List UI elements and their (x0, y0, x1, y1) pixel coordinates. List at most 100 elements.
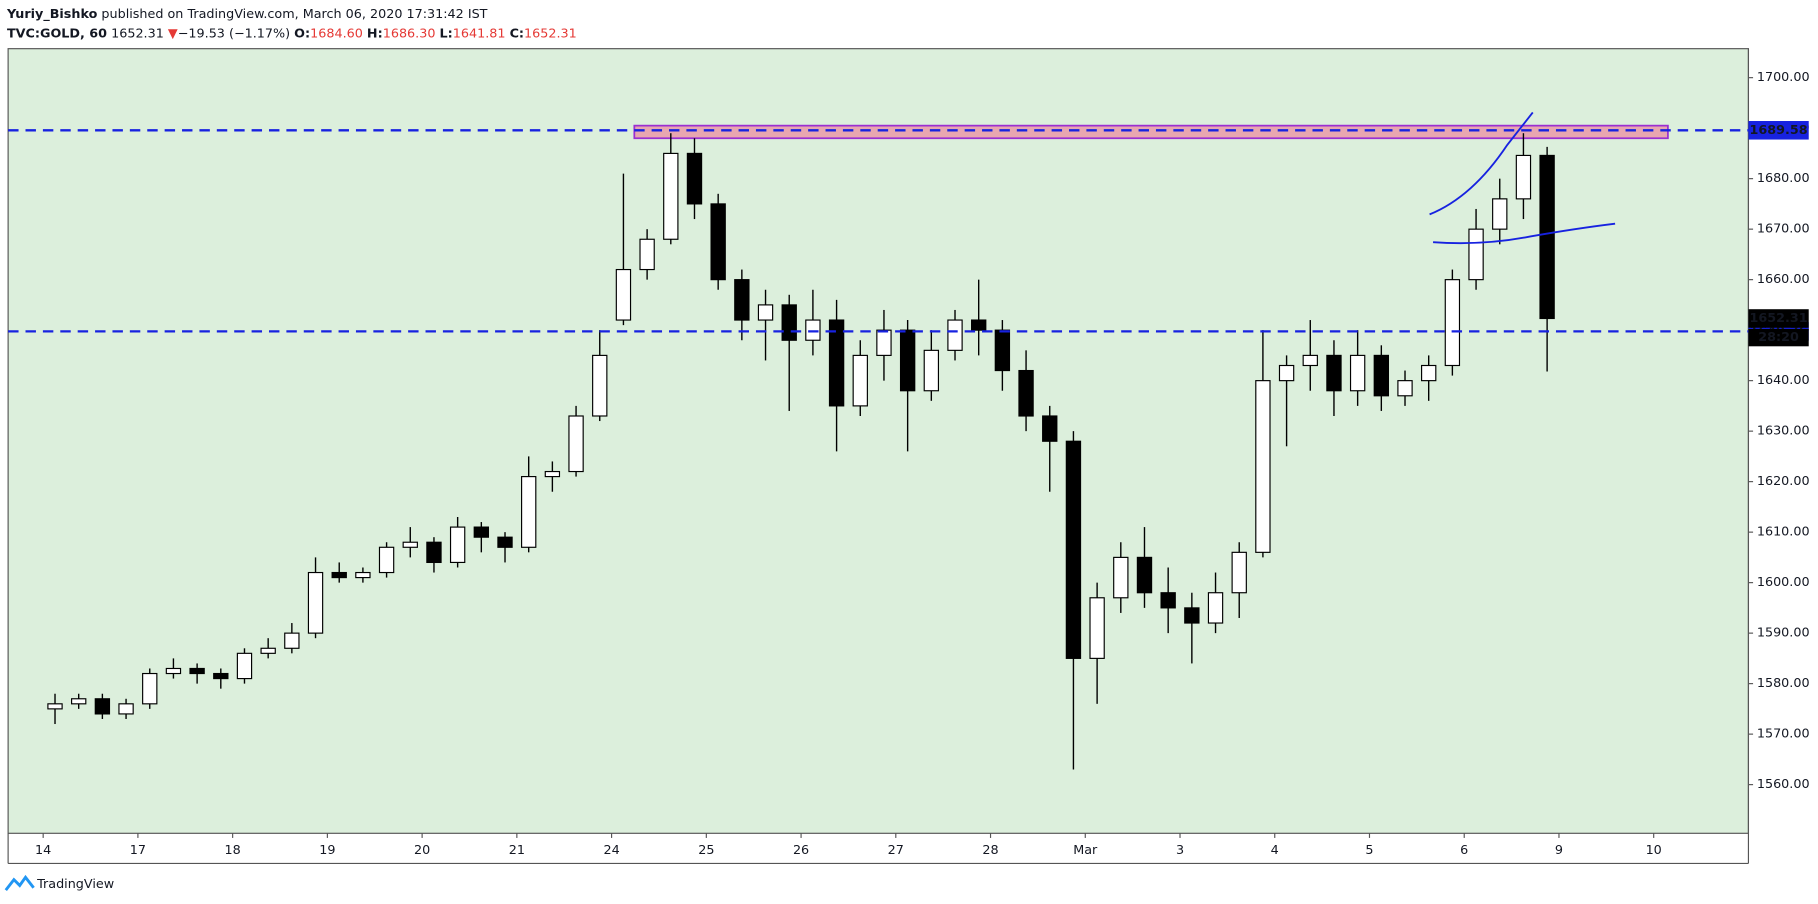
candle-body (1492, 198, 1508, 230)
y-tick-label: 1560.00 (1757, 777, 1810, 792)
y-tick-label: 1590.00 (1757, 626, 1810, 641)
y-tick-label: 1670.00 (1757, 222, 1810, 237)
candle-body (165, 667, 182, 675)
candle-body (1089, 597, 1105, 659)
y-tick-label: 1600.00 (1757, 575, 1810, 590)
candle-body (1255, 380, 1271, 553)
candle-body (1065, 440, 1082, 659)
x-tick-label: 27 (888, 843, 904, 858)
x-tick-label: Mar (1073, 843, 1098, 858)
candle-body (521, 476, 537, 548)
candle-body (734, 279, 750, 321)
candle-body (1421, 364, 1437, 382)
y-tick-label: 1640.00 (1757, 373, 1810, 388)
x-tick-label: 24 (603, 843, 619, 858)
candle-body (568, 415, 584, 473)
l-key: L: (440, 26, 453, 41)
candle-body (284, 632, 300, 649)
resistance-zone (633, 124, 1669, 140)
candle-body (1207, 592, 1224, 624)
y-tick-label: 1660.00 (1757, 272, 1810, 287)
y-tick-label: 1570.00 (1757, 727, 1810, 742)
candle-body (947, 319, 963, 351)
candle-body (1349, 354, 1366, 392)
candle-body (1302, 354, 1318, 367)
candle-body (260, 647, 276, 654)
arrow: ▼ (168, 26, 178, 41)
candle-body (1515, 154, 1532, 200)
x-tick-label: 20 (414, 843, 430, 858)
candle-body (355, 571, 371, 579)
candle-body (1136, 556, 1153, 594)
x-tick-label: 18 (225, 843, 241, 858)
level-label: 1689.58 (1750, 123, 1808, 138)
x-tick-label: 17 (130, 843, 146, 858)
candle-body (1444, 279, 1461, 367)
footer-brand: TradingView (36, 877, 114, 892)
candle-body (852, 354, 868, 407)
header-line-2: TVC:GOLD, 60 1652.31 ▼−19.53 (−1.17%) O:… (7, 26, 577, 41)
h-val: 1686.30 (383, 26, 436, 41)
candle-body (236, 652, 253, 680)
candle-body (1184, 607, 1200, 624)
last-price-bg (1748, 309, 1809, 328)
c-key: C: (510, 26, 524, 41)
candle-body (710, 203, 726, 281)
candle-body (615, 268, 632, 321)
candle-body (473, 526, 490, 538)
candle-body (378, 546, 395, 574)
candle-body (757, 304, 774, 321)
change: −19.53 (−1.17%) (178, 26, 290, 41)
candle-body (1373, 354, 1390, 397)
candle-body (94, 698, 111, 715)
x-tick-label: 4 (1271, 843, 1279, 858)
candle-body (971, 319, 987, 331)
candle-body (639, 238, 655, 271)
x-tick-label: 10 (1646, 843, 1662, 858)
level-label-bg (1748, 121, 1809, 140)
trend-drawing (1429, 111, 1534, 216)
candle-body (118, 703, 134, 715)
candle-body (307, 571, 324, 634)
candle-body (781, 304, 797, 341)
plot-area (7, 48, 1750, 834)
y-tick-label: 1700.00 (1757, 70, 1810, 85)
candle-body (544, 470, 561, 478)
candle-body (213, 672, 229, 680)
candle-body (592, 354, 608, 417)
candle-body (994, 329, 1011, 372)
y-tick-label: 1620.00 (1757, 474, 1810, 489)
o-val: 1684.60 (310, 26, 363, 41)
last: 1652.31 (111, 26, 164, 41)
candle-body (686, 152, 703, 205)
candle-body (47, 703, 63, 710)
y-tick-label: 1610.00 (1757, 525, 1810, 540)
candle-body (71, 698, 87, 705)
x-tick-label: 21 (509, 843, 525, 858)
candle-body (805, 319, 821, 341)
candle-body (1018, 369, 1034, 417)
candle-body (876, 329, 892, 356)
x-tick-label: 25 (698, 843, 714, 858)
candle-body (1397, 380, 1413, 397)
x-tick-label: 6 (1460, 843, 1468, 858)
candle-body (923, 349, 940, 392)
candles (47, 133, 1555, 770)
x-tick-label: 26 (793, 843, 809, 858)
logo (4, 874, 35, 891)
x-tick-label: 19 (319, 843, 335, 858)
candle-body (663, 152, 679, 240)
candle-body (426, 541, 442, 564)
x-tick-label: 5 (1365, 843, 1373, 858)
countdown: 28:20 (1758, 330, 1799, 345)
candle-body (449, 526, 466, 564)
author: Yuriy_Bishko (6, 6, 98, 21)
h-key: H: (367, 26, 383, 41)
x-tick-label: 14 (35, 843, 51, 858)
published: published on TradingView.com, March 06, … (101, 6, 487, 21)
symbol: TVC:GOLD, 60 (7, 26, 107, 41)
x-tick-label: 9 (1555, 843, 1563, 858)
candle-body (1278, 364, 1295, 382)
candle-body (1539, 154, 1555, 320)
